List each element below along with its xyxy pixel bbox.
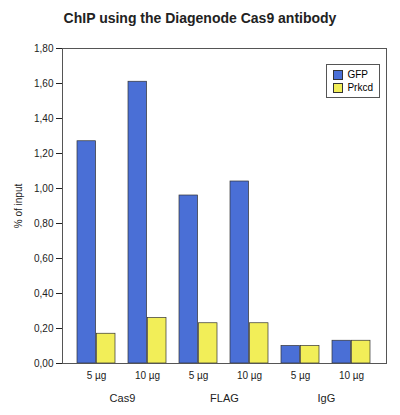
svg-text:0,60: 0,60 [34,253,54,264]
svg-text:FLAG: FLAG [210,392,239,404]
svg-text:0,20: 0,20 [34,323,54,334]
svg-text:1,00: 1,00 [34,183,54,194]
svg-text:Cas9: Cas9 [110,392,136,404]
svg-text:10 µg: 10 µg [135,370,160,381]
svg-text:1,20: 1,20 [34,148,54,159]
svg-text:10 µg: 10 µg [339,370,364,381]
svg-text:1,40: 1,40 [34,113,54,124]
svg-text:0,80: 0,80 [34,218,54,229]
html-text:ChIP using the Diagenode Cas9: ChIP using the Diagenode Cas9 antibody [63,10,337,26]
svg-text:5 µg: 5 µg [189,370,209,381]
svg-text:0,00: 0,00 [34,358,54,369]
svg-text:IgG: IgG [318,392,336,404]
svg-text:0,40: 0,40 [34,288,54,299]
svg-text:1,60: 1,60 [34,78,54,89]
svg-text:% of input: % of input [13,184,24,229]
html-text:Prkcd: Prkcd [347,82,373,93]
html-text:GFP: GFP [347,69,368,80]
svg-text:10 µg: 10 µg [237,370,262,381]
svg-text:5 µg: 5 µg [291,370,311,381]
svg-text:1,80: 1,80 [34,43,54,54]
svg-text:5 µg: 5 µg [87,370,107,381]
